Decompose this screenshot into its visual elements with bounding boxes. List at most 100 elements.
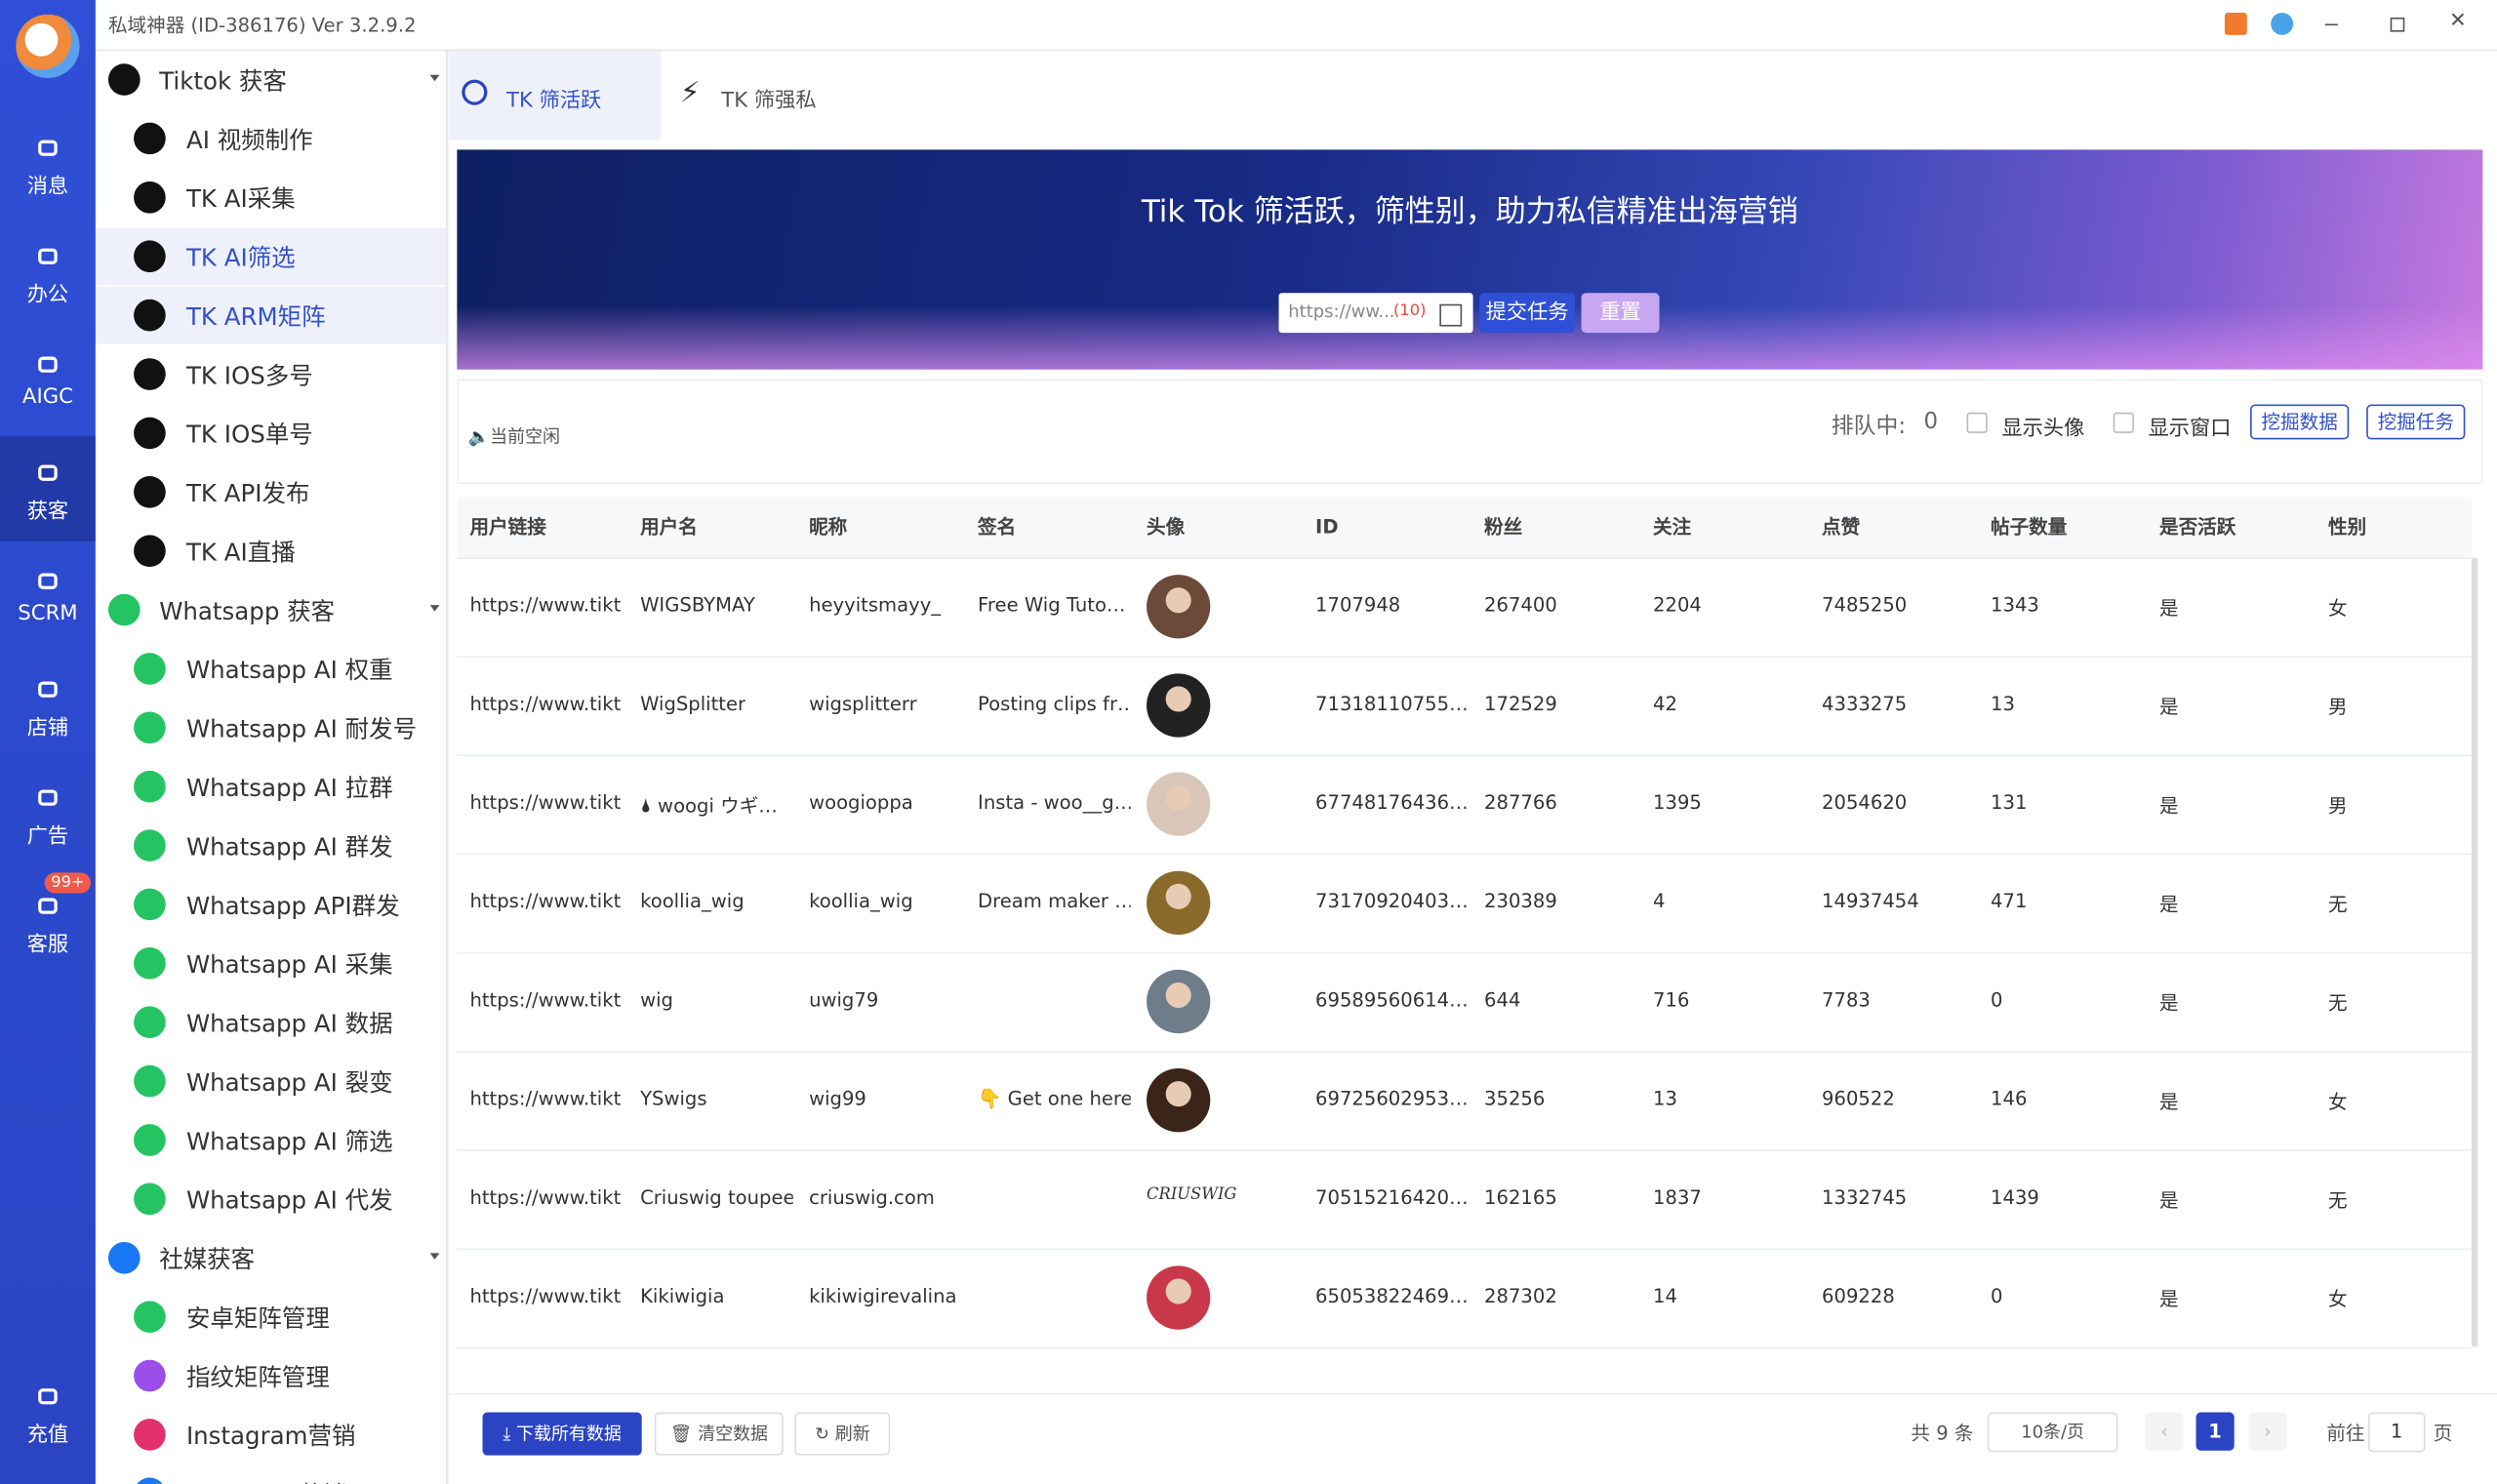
scrollbar[interactable] — [2471, 557, 2478, 1347]
caret[interactable] — [429, 74, 440, 82]
icon[interactable] — [2271, 13, 2294, 35]
icon[interactable] — [2224, 13, 2247, 35]
menu-item[interactable]: TK API发布 — [96, 463, 446, 521]
menu-item[interactable]: Whatsapp AI 数据 — [96, 993, 446, 1051]
table-row[interactable]: https://www.tikt… 🌢 woogi ウギ… woogioppa Ins… — [457, 755, 2472, 856]
menu-item[interactable]: Whatsapp AI 耐发号 — [96, 699, 446, 756]
group-label[interactable]: 社媒获客 — [159, 1245, 256, 1274]
item-label[interactable]: Whatsapp AI 筛选 — [185, 1127, 393, 1156]
item-label[interactable]: TK API发布 — [185, 479, 310, 508]
menu-item[interactable]: TK AI采集 — [96, 169, 446, 226]
nav-item[interactable]: SCRM — [0, 544, 96, 650]
menu-item[interactable]: Facebook营销 — [96, 1464, 446, 1484]
goto-input[interactable]: 1 — [2367, 1412, 2426, 1453]
table-row[interactable]: https://www.tikt… WIGSBYMAY heyyitsmayy_ Fr… — [457, 557, 2472, 659]
item-label[interactable]: 指纹矩阵管理 — [185, 1362, 330, 1392]
item-label[interactable]: TK IOS多号 — [185, 361, 313, 390]
menu-item[interactable]: 安卓矩阵管理 — [96, 1288, 446, 1345]
nav-label[interactable]: AIGC — [21, 384, 73, 410]
nav-icon[interactable] — [38, 464, 58, 481]
nav-icon[interactable] — [38, 898, 58, 914]
nav-label[interactable]: SCRM — [18, 601, 78, 626]
menu-item[interactable]: Whatsapp AI 代发 — [96, 1171, 446, 1228]
menu-item[interactable]: Instagram营销 — [96, 1406, 446, 1464]
item-label[interactable]: Whatsapp AI 数据 — [185, 1009, 393, 1039]
mine-task-button[interactable]: 挖掘任务 — [2366, 404, 2466, 440]
tab-label[interactable]: TK 筛强私 — [721, 89, 817, 113]
item-label[interactable]: TK ARM矩阵 — [185, 302, 326, 332]
maximize[interactable] — [2390, 17, 2405, 32]
nav-icon[interactable] — [38, 573, 58, 589]
item-label[interactable]: TK AI筛选 — [185, 243, 296, 273]
item-label[interactable]: Whatsapp AI 群发 — [185, 832, 393, 862]
menu-item[interactable]: Whatsapp AI 群发 — [96, 817, 446, 874]
checkbox-label[interactable]: 显示头像 — [2001, 417, 2085, 442]
nav-label[interactable]: 消息 — [26, 175, 69, 199]
menu-group[interactable]: Tiktok 获客 — [96, 51, 446, 108]
close[interactable]: ✕ — [2449, 9, 2467, 34]
nav-icon[interactable] — [38, 356, 58, 373]
item-label[interactable]: Whatsapp API群发 — [185, 891, 400, 921]
reset-button[interactable]: 重置 — [1581, 293, 1660, 334]
menu-item[interactable]: Whatsapp AI 裂变 — [96, 1053, 446, 1110]
nav-label[interactable]: 办公 — [26, 283, 69, 307]
item-label[interactable]: Facebook营销 — [186, 1477, 346, 1484]
item-label[interactable]: Whatsapp AI 权重 — [185, 656, 393, 685]
prev-page[interactable]: ‹ — [2145, 1412, 2184, 1451]
page-size[interactable]: 10条/页 — [1987, 1412, 2118, 1453]
nav-label[interactable]: 广告 — [26, 824, 69, 849]
menu-item[interactable]: TK ARM矩阵 — [95, 286, 446, 344]
nav-item[interactable]: 消息 — [0, 111, 96, 217]
menu-item[interactable]: Whatsapp AI 拉群 — [96, 758, 446, 816]
group-label[interactable]: Whatsapp 获客 — [159, 596, 336, 626]
table-row[interactable]: https://www.tikt… wig uwig79 69589560614… 64… — [457, 952, 2472, 1053]
item-label[interactable]: Whatsapp AI 耐发号 — [185, 714, 418, 744]
menu-item[interactable]: TK AI筛选 — [95, 227, 446, 286]
next-page[interactable]: › — [2248, 1412, 2287, 1451]
button-text[interactable]: 刷新 — [834, 1423, 870, 1445]
menu-item[interactable]: TK IOS多号 — [96, 345, 446, 403]
nav-icon[interactable] — [38, 248, 58, 264]
nav-label[interactable]: 获客 — [26, 500, 69, 524]
menu-group[interactable]: 社媒获客 — [96, 1229, 446, 1287]
caret[interactable] — [429, 1253, 440, 1260]
mine-data-button[interactable]: 挖掘数据 — [2250, 404, 2350, 440]
nav-icon[interactable] — [38, 1388, 58, 1405]
menu-item[interactable]: Whatsapp AI 权重 — [96, 640, 446, 698]
item-label[interactable]: Instagram营销 — [185, 1422, 356, 1451]
nav-label[interactable]: 充值 — [26, 1423, 69, 1448]
menu-item[interactable]: Whatsapp AI 采集 — [96, 935, 446, 992]
nav-item[interactable]: 获客 — [0, 436, 96, 541]
nav-item[interactable]: 办公 — [0, 220, 96, 325]
nav-label[interactable]: 客服 — [26, 933, 69, 957]
item-label[interactable]: Whatsapp AI 采集 — [185, 950, 393, 980]
download-button[interactable]: ⤓ 下载所有数据 — [482, 1412, 642, 1456]
group-label[interactable]: Tiktok 获客 — [159, 66, 287, 96]
minimize[interactable] — [2324, 23, 2338, 26]
table-row[interactable]: https://www.tikt… YSwigs wig99 👇 Get one he… — [457, 1051, 2472, 1151]
checkbox[interactable] — [2113, 412, 2134, 433]
nav-item[interactable]: 客服 99+ — [0, 869, 96, 975]
item-label[interactable]: TK IOS单号 — [185, 420, 313, 450]
item-label[interactable]: AI 视频制作 — [185, 125, 313, 155]
item-label[interactable]: Whatsapp AI 代发 — [185, 1185, 393, 1216]
page-number[interactable]: 1 — [2195, 1412, 2235, 1451]
tab-label[interactable]: TK 筛活跃 — [505, 89, 602, 113]
checkbox-label[interactable]: 显示窗口 — [2148, 417, 2232, 442]
nav-item[interactable]: 店铺 — [0, 653, 96, 758]
refresh-button[interactable]: ↻ 刷新 — [794, 1412, 891, 1456]
nav-item[interactable]: 充值 — [0, 1360, 96, 1465]
menu-item[interactable]: TK IOS单号 — [96, 405, 446, 462]
tab[interactable]: ⚡ TK 筛强私 — [679, 76, 817, 113]
table-row[interactable]: https://www.tikt… koollia_wig koollia_wig D… — [457, 854, 2472, 954]
table-row[interactable]: https://www.tikt… WigSplitter wigsplitterr… — [457, 656, 2472, 757]
menu-item[interactable]: TK AI直播 — [96, 522, 446, 580]
nav-icon[interactable] — [38, 140, 58, 156]
nav-icon[interactable] — [38, 681, 58, 698]
nav-label[interactable]: 店铺 — [26, 716, 69, 741]
nav-item[interactable]: 广告 — [0, 761, 96, 866]
menu-item[interactable]: Whatsapp AI 筛选 — [96, 1111, 446, 1169]
nav-item[interactable]: AIGC — [0, 328, 96, 433]
item-label[interactable]: Whatsapp AI 拉群 — [185, 774, 393, 803]
item-label[interactable]: TK AI采集 — [185, 184, 296, 214]
